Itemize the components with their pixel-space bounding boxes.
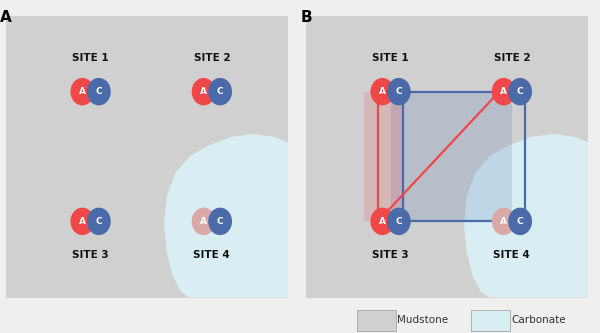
- Text: SITE 2: SITE 2: [494, 54, 530, 64]
- Text: SITE 4: SITE 4: [493, 249, 530, 259]
- Ellipse shape: [87, 207, 111, 235]
- Text: Mudstone: Mudstone: [397, 315, 448, 325]
- Text: A: A: [379, 217, 386, 226]
- Text: C: C: [517, 217, 523, 226]
- Ellipse shape: [208, 207, 232, 235]
- Text: A: A: [200, 217, 207, 226]
- Ellipse shape: [387, 207, 411, 235]
- Ellipse shape: [508, 78, 532, 106]
- Text: C: C: [217, 87, 223, 96]
- Ellipse shape: [508, 207, 532, 235]
- Text: SITE 1: SITE 1: [372, 54, 409, 64]
- Text: C: C: [95, 217, 102, 226]
- Ellipse shape: [387, 78, 411, 106]
- Ellipse shape: [191, 78, 215, 106]
- Ellipse shape: [370, 78, 394, 106]
- Text: A: A: [500, 87, 507, 96]
- Ellipse shape: [208, 78, 232, 106]
- Polygon shape: [464, 134, 588, 297]
- Text: C: C: [395, 87, 402, 96]
- Text: C: C: [395, 217, 402, 226]
- Text: C: C: [95, 87, 102, 96]
- Ellipse shape: [191, 207, 215, 235]
- Text: C: C: [217, 217, 223, 226]
- Text: A: A: [200, 87, 207, 96]
- Ellipse shape: [87, 78, 111, 106]
- Text: SITE 1: SITE 1: [72, 54, 109, 64]
- Ellipse shape: [70, 207, 94, 235]
- Ellipse shape: [70, 78, 94, 106]
- Text: SITE 3: SITE 3: [372, 249, 409, 259]
- Text: B: B: [301, 10, 312, 25]
- Text: A: A: [1, 10, 12, 25]
- Ellipse shape: [491, 78, 515, 106]
- Polygon shape: [364, 92, 403, 221]
- Polygon shape: [391, 92, 512, 221]
- Text: SITE 2: SITE 2: [194, 54, 230, 64]
- Polygon shape: [164, 134, 288, 297]
- Text: A: A: [379, 87, 386, 96]
- Text: A: A: [79, 87, 86, 96]
- Text: SITE 4: SITE 4: [193, 249, 230, 259]
- Ellipse shape: [370, 207, 394, 235]
- Text: A: A: [79, 217, 86, 226]
- Text: C: C: [517, 87, 523, 96]
- Text: SITE 3: SITE 3: [72, 249, 109, 259]
- Text: Carbonate: Carbonate: [511, 315, 566, 325]
- Ellipse shape: [491, 207, 515, 235]
- Text: A: A: [500, 217, 507, 226]
